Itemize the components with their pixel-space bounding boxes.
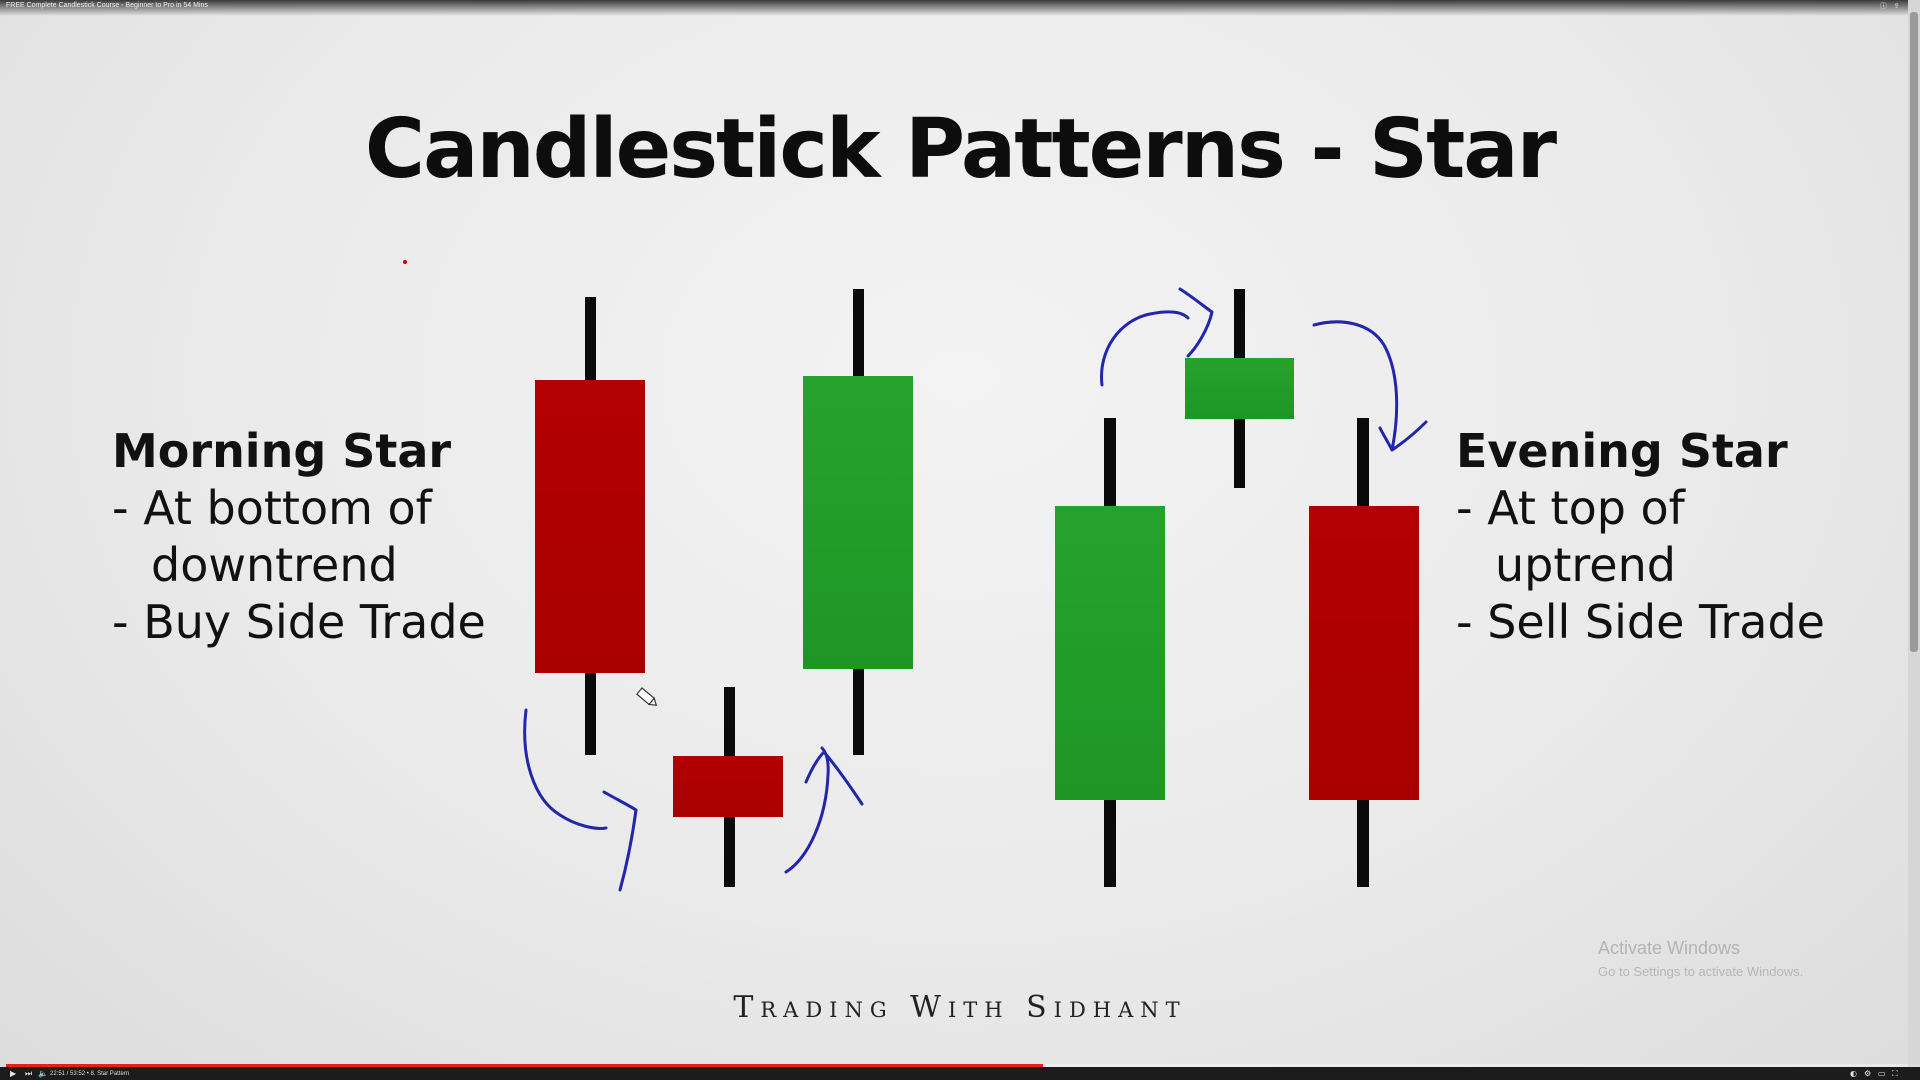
laser-pointer-dot — [403, 260, 407, 264]
candle-body — [1055, 506, 1165, 800]
video-top-bar: FREE Complete Candlestick Course - Begin… — [0, 0, 1920, 16]
miniplayer-icon[interactable]: ▭ — [1878, 1069, 1886, 1078]
evening-star-line: - At top of — [1456, 481, 1685, 535]
evening-star-line: - Sell Side Trade — [1456, 595, 1825, 649]
info-icon[interactable]: ⓘ — [1880, 2, 1887, 10]
morning-star-line: - At bottom of — [112, 481, 432, 535]
evening-star-candle-star — [1185, 289, 1294, 488]
next-icon[interactable]: ⏭ — [25, 1069, 33, 1078]
morning-star-description: Morning Star - At bottom of downtrend - … — [112, 423, 486, 651]
activate-windows-hint: Go to Settings to activate Windows. — [1598, 964, 1804, 979]
candle-body — [803, 376, 913, 669]
autoplay-toggle-icon[interactable]: ◐ — [1850, 1069, 1857, 1078]
evening-star-candle-bullish — [1055, 418, 1165, 887]
time-and-chapter[interactable]: 22:51 / 53:52 • 8. Star Pattern — [50, 1071, 130, 1077]
video-progress-bar[interactable] — [6, 1064, 1908, 1067]
evening-star-candle-bearish — [1309, 418, 1419, 887]
volume-icon[interactable]: 🔈 — [38, 1069, 48, 1078]
video-title[interactable]: FREE Complete Candlestick Course - Begin… — [6, 2, 208, 9]
share-icon[interactable]: ⇪ — [1893, 2, 1900, 10]
fullscreen-icon[interactable]: ⛶ — [1892, 1069, 1898, 1078]
player-controls: ▶ ⏭ 🔈 22:51 / 53:52 • 8. Star Pattern ◐ … — [0, 1067, 1920, 1080]
video-progress-fill — [6, 1064, 1043, 1067]
up-arrow-annotation — [1100, 287, 1214, 387]
scrollbar-thumb[interactable] — [1910, 12, 1918, 652]
play-icon[interactable]: ▶ — [10, 1069, 17, 1078]
channel-branding: Trading With Sidhant — [733, 990, 1187, 1025]
morning-star-line: downtrend — [151, 538, 398, 592]
down-arrow-annotation — [523, 708, 638, 892]
evening-star-line: uptrend — [1495, 538, 1676, 592]
evening-star-heading: Evening Star — [1456, 424, 1788, 478]
evening-star-description: Evening Star - At top of uptrend - Sell … — [1456, 423, 1825, 651]
slide-title: Candlestick Patterns - Star — [364, 102, 1557, 197]
candle-body — [673, 756, 783, 817]
pencil-cursor-icon — [636, 687, 658, 706]
up-arrow-annotation — [784, 746, 864, 874]
settings-icon[interactable]: ⚙ — [1864, 1069, 1872, 1078]
activate-windows-watermark: Activate Windows — [1598, 938, 1741, 958]
candle-body — [535, 380, 645, 673]
candle-body — [1309, 506, 1419, 800]
morning-star-candle-bearish — [535, 297, 645, 755]
morning-star-candle-star — [673, 687, 783, 887]
morning-star-heading: Morning Star — [112, 424, 452, 478]
morning-star-line: - Buy Side Trade — [112, 595, 486, 649]
morning-star-candle-bullish — [803, 289, 913, 755]
down-arrow-annotation — [1312, 320, 1428, 452]
candle-body — [1185, 358, 1294, 419]
